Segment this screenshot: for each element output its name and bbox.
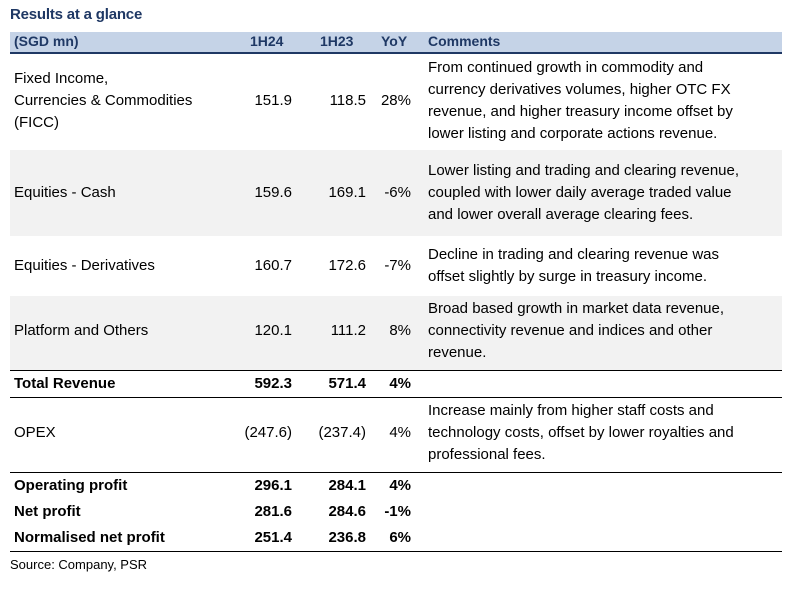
label-line: Fixed Income,	[14, 70, 109, 87]
row-label: Equities - Derivatives	[14, 257, 155, 274]
table-row-opex: OPEX (247.6) (237.4) 4% Increase mainly …	[10, 398, 782, 472]
comment-line: and lower overall average clearing fees.	[428, 206, 694, 223]
table-row-equities-derivatives: Equities - Derivatives 160.7 172.6 -7% D…	[10, 236, 782, 296]
table-title: Results at a glance	[10, 6, 143, 23]
table-row-equities-cash: Equities - Cash 159.6 169.1 -6% Lower li…	[10, 150, 782, 236]
row-comment: Increase mainly from higher staff costs …	[428, 400, 780, 466]
value-yoy: 28%	[380, 92, 411, 109]
value-yoy: 4%	[389, 375, 411, 392]
table-row-ficc: Fixed Income, Currencies & Commodities (…	[10, 54, 782, 150]
results-table: (SGD mn) 1H24 1H23 YoY Comments Fixed In…	[10, 32, 782, 552]
comment-line: Decline in trading and clearing revenue …	[428, 246, 720, 263]
value-1h23: (237.4)	[318, 424, 366, 441]
value-1h23: 111.2	[330, 322, 366, 339]
value-1h24: 159.6	[254, 184, 292, 201]
comment-line: offset slightly by surge in treasury inc…	[428, 268, 708, 285]
value-1h23: 284.6	[328, 503, 366, 520]
comment-line: revenue.	[428, 344, 487, 361]
row-label: Net profit	[14, 503, 81, 520]
value-yoy: 4%	[389, 424, 411, 441]
comment-line: technology costs, offset by lower royalt…	[428, 424, 734, 441]
row-comment: Decline in trading and clearing revenue …	[428, 244, 780, 288]
row-label: Platform and Others	[14, 322, 149, 339]
comment-line: From continued growth in commodity and	[428, 59, 704, 76]
row-label: Normalised net profit	[14, 529, 165, 546]
value-1h23: 172.6	[328, 257, 366, 274]
comment-line: Lower listing and trading and clearing r…	[428, 162, 740, 179]
value-yoy: 4%	[389, 477, 411, 494]
table-row-normalised-net-profit: Normalised net profit 251.4 236.8 6%	[10, 525, 782, 552]
comment-line: lower listing and corporate actions reve…	[428, 125, 718, 142]
row-comment: Broad based growth in market data revenu…	[428, 298, 780, 364]
value-1h24: 592.3	[254, 375, 292, 392]
value-1h23: 571.4	[328, 375, 366, 392]
table-row-total-revenue: Total Revenue 592.3 571.4 4%	[10, 370, 782, 398]
header-1h23: 1H23	[320, 33, 354, 49]
value-1h23: 169.1	[328, 184, 366, 201]
label-line: Currencies & Commodities	[14, 92, 193, 109]
comment-line: connectivity revenue and indices and oth…	[428, 322, 713, 339]
table-row-platform-others: Platform and Others 120.1 111.2 8% Broad…	[10, 296, 782, 370]
row-label: Fixed Income, Currencies & Commodities (…	[14, 68, 192, 134]
table-row-net-profit: Net profit 281.6 284.6 -1%	[10, 499, 782, 525]
comment-line: coupled with lower daily average traded …	[428, 184, 732, 201]
comment-line: Increase mainly from higher staff costs …	[428, 402, 714, 419]
value-yoy: 6%	[389, 529, 411, 546]
header-comments: Comments	[428, 33, 501, 49]
value-1h24: 160.7	[254, 257, 292, 274]
row-comment: From continued growth in commodity and c…	[428, 57, 780, 145]
header-sgd-mn: (SGD mn)	[14, 33, 79, 49]
table-row-operating-profit: Operating profit 296.1 284.1 4%	[10, 472, 782, 499]
table-header: (SGD mn) 1H24 1H23 YoY Comments	[10, 32, 782, 54]
value-yoy: 8%	[389, 322, 411, 339]
value-1h23: 236.8	[328, 529, 366, 546]
row-comment: Lower listing and trading and clearing r…	[428, 160, 780, 226]
value-1h24: 281.6	[254, 503, 292, 520]
value-1h24: 151.9	[254, 92, 292, 109]
value-yoy: -6%	[384, 184, 411, 201]
row-label: OPEX	[14, 424, 56, 441]
row-label: Equities - Cash	[14, 184, 116, 201]
comment-line: currency derivatives volumes, higher OTC…	[428, 81, 731, 98]
value-yoy: -7%	[384, 257, 411, 274]
comment-line: Broad based growth in market data revenu…	[428, 300, 725, 317]
header-1h24: 1H24	[250, 33, 284, 49]
header-yoy: YoY	[381, 33, 408, 49]
value-1h24: 120.1	[254, 322, 292, 339]
value-1h24: 296.1	[254, 477, 292, 494]
comment-line: revenue, and higher treasury income offs…	[428, 103, 733, 120]
row-label: Operating profit	[14, 477, 128, 494]
value-yoy: -1%	[384, 503, 411, 520]
source-note: Source: Company, PSR	[10, 557, 148, 572]
label-line: (FICC)	[14, 114, 59, 131]
comment-line: professional fees.	[428, 446, 546, 463]
value-1h23: 284.1	[328, 477, 366, 494]
value-1h24: 251.4	[254, 529, 292, 546]
value-1h23: 118.5	[329, 92, 366, 109]
row-label: Total Revenue	[14, 375, 116, 392]
value-1h24: (247.6)	[244, 424, 292, 441]
